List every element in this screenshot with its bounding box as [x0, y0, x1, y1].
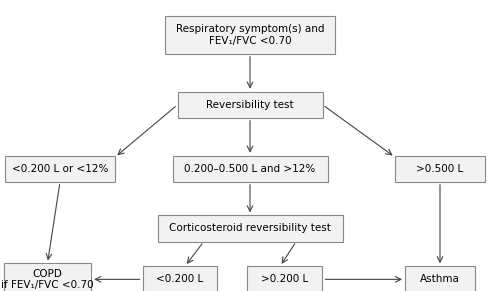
FancyBboxPatch shape: [248, 266, 322, 291]
Text: COPD
if FEV₁/FVC <0.70: COPD if FEV₁/FVC <0.70: [1, 269, 94, 290]
Text: 0.200–0.500 L and >12%: 0.200–0.500 L and >12%: [184, 164, 316, 174]
Text: <0.200 L or <12%: <0.200 L or <12%: [12, 164, 108, 174]
Text: Respiratory symptom(s) and
FEV₁/FVC <0.70: Respiratory symptom(s) and FEV₁/FVC <0.7…: [176, 24, 324, 46]
Text: Reversibility test: Reversibility test: [206, 100, 294, 110]
FancyBboxPatch shape: [158, 215, 342, 242]
FancyBboxPatch shape: [5, 156, 115, 182]
Text: Asthma: Asthma: [420, 274, 460, 284]
Text: >0.200 L: >0.200 L: [262, 274, 308, 284]
FancyBboxPatch shape: [142, 266, 218, 291]
Text: <0.200 L: <0.200 L: [156, 274, 204, 284]
FancyBboxPatch shape: [4, 263, 91, 291]
FancyBboxPatch shape: [178, 92, 322, 118]
FancyBboxPatch shape: [172, 156, 328, 182]
Text: >0.500 L: >0.500 L: [416, 164, 464, 174]
Text: Corticosteroid reversibility test: Corticosteroid reversibility test: [169, 223, 331, 233]
FancyBboxPatch shape: [405, 266, 475, 291]
FancyBboxPatch shape: [165, 16, 335, 54]
FancyBboxPatch shape: [395, 156, 485, 182]
